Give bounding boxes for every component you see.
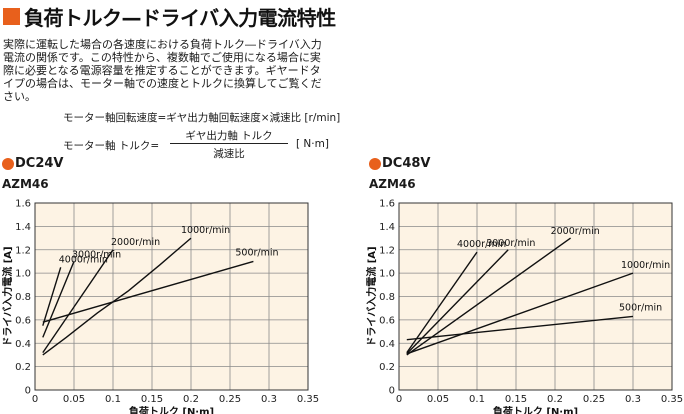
bullet-dot-icon (2, 157, 14, 170)
page-title-block: 負荷トルク—ドライバ入力電流特性 (3, 3, 336, 30)
chart-1-model: AZM46 (2, 177, 49, 191)
chart-1-heading: DC24V (2, 156, 63, 171)
torque-formula-denominator: 減速比 (213, 148, 245, 160)
series-line-2000r-min (42, 249, 114, 353)
y-tick-label: 1.0 (15, 269, 31, 280)
series-label: 500r/min (235, 247, 278, 258)
series-label: 500r/min (619, 302, 662, 313)
series-label: 1000r/min (181, 225, 230, 236)
voltage-label: DC24V (15, 156, 64, 171)
intro-paragraph: 実際に運転した場合の各速度における負荷トルク―ドライバ入力 電流の関係です。この… (3, 38, 363, 103)
y-tick-label: 0.4 (15, 339, 31, 350)
fraction-bar (170, 143, 288, 144)
series-line-4000r-min (42, 267, 62, 326)
y-tick-label: 0.6 (15, 315, 31, 326)
chart-dc24v: 0 0.05 0.1 0.15 0.2 0.25 0.3 0.35 0 0.2 0.4 0.6 0.8 1… (1, 199, 319, 414)
plot-frame (34, 202, 309, 391)
x-tick-label: 0.15 (141, 394, 163, 405)
intro-line: 際に必要となる電源容量を推定することができます。ギヤードタ (3, 64, 321, 77)
series-label: 1000r/min (621, 260, 670, 271)
torque-formula-label: モーター軸 トルク= (63, 140, 160, 152)
y-tick-label: 1.4 (379, 222, 395, 233)
chart-2-heading: DC48V (369, 156, 430, 171)
y-tick-label: 0.6 (379, 315, 395, 326)
series-label: 3000r/min (72, 249, 121, 260)
y-tick-label: 0 (25, 386, 31, 397)
speed-formula: モーター軸回転速度=ギヤ出力軸回転速度×減速比 [r/min] (63, 112, 341, 124)
series-line-500r-min (406, 315, 634, 341)
x-tick-label: 0.35 (661, 394, 683, 405)
torque-formula-unit: [ N·m] (296, 138, 329, 150)
series-label: 2000r/min (551, 226, 600, 237)
y-axis-label: ドライバ入力電流 [A] (365, 246, 378, 346)
x-tick-label: 0.3 (625, 394, 641, 405)
x-axis-label: 負荷トルク [N·m] (493, 405, 578, 414)
x-tick-label: 0 (396, 394, 402, 405)
series-label: 4000r/min (59, 254, 108, 265)
x-tick-label: 0.05 (427, 394, 449, 405)
x-axis-label: 負荷トルク [N·m] (129, 405, 214, 414)
chart-dc48v: 0 0.05 0.1 0.15 0.2 0.25 0.3 0.35 0 0.2 0.4 0.6 0.8 1… (365, 199, 683, 414)
x-tick-label: 0.2 (183, 394, 199, 405)
series-label: 4000r/min (457, 239, 506, 250)
intro-line: 実際に運転した場合の各速度における負荷トルク―ドライバ入力 (3, 38, 322, 51)
y-tick-label: 0.2 (379, 362, 395, 373)
y-tick-label: 0 (389, 386, 395, 397)
y-tick-label: 0.2 (15, 362, 31, 373)
y-tick-label: 1.6 (379, 199, 395, 210)
y-tick-label: 1.0 (379, 269, 395, 280)
y-tick-label: 0.8 (15, 292, 31, 303)
series-line-3000r-min (42, 261, 75, 338)
title-marker (3, 7, 20, 25)
intro-line: イプの場合は、モーター軸での速度とトルクに換算してご覧くだ (3, 77, 322, 90)
x-tick-label: 0.05 (63, 394, 85, 405)
series-line-500r-min (42, 260, 254, 323)
y-tick-label: 1.2 (15, 245, 31, 256)
plot-frame (398, 202, 673, 391)
intro-line: さい。 (3, 90, 36, 103)
voltage-label: DC48V (382, 156, 431, 171)
bullet-dot-icon (369, 157, 381, 170)
x-tick-label: 0.15 (505, 394, 527, 405)
series-line-1000r-min (406, 272, 634, 355)
x-tick-label: 0.25 (583, 394, 605, 405)
series-label: 3000r/min (486, 238, 535, 249)
y-tick-label: 1.2 (379, 245, 395, 256)
series-line-3000r-min (406, 249, 509, 355)
series-line-2000r-min (406, 237, 572, 356)
y-tick-label: 0.4 (379, 339, 395, 350)
y-axis-label: ドライバ入力電流 [A] (1, 246, 14, 346)
x-tick-label: 0 (32, 394, 38, 405)
x-tick-label: 0.1 (469, 394, 485, 405)
intro-line: 電流の関係です。この特性から、複数軸でご使用になる場合に実 (3, 51, 321, 64)
x-tick-label: 0.2 (547, 394, 563, 405)
x-tick-label: 0.35 (297, 394, 319, 405)
x-tick-label: 0.1 (105, 394, 121, 405)
page-title: 負荷トルク—ドライバ入力電流特性 (24, 5, 336, 30)
chart-2-model: AZM46 (369, 177, 416, 191)
series-line-4000r-min (406, 251, 478, 354)
x-tick-label: 0.25 (219, 394, 241, 405)
y-tick-label: 1.4 (15, 222, 31, 233)
x-tick-label: 0.3 (261, 394, 277, 405)
torque-formula-numerator: ギヤ出力軸 トルク (185, 130, 273, 142)
series-label: 2000r/min (111, 237, 160, 248)
y-tick-label: 1.6 (15, 199, 31, 210)
y-tick-label: 0.8 (379, 292, 395, 303)
